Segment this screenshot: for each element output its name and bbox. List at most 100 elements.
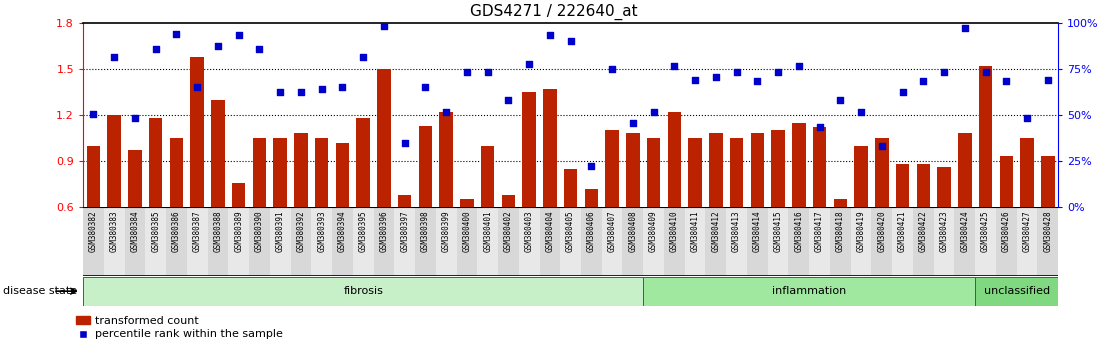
- Text: GSM380405: GSM380405: [566, 211, 575, 252]
- Point: [935, 69, 953, 75]
- Bar: [726, 207, 747, 276]
- Bar: [129, 150, 142, 207]
- Bar: [416, 207, 435, 276]
- Bar: [851, 207, 871, 276]
- Bar: [747, 207, 768, 276]
- Bar: [975, 207, 996, 276]
- Text: GSM380401: GSM380401: [483, 211, 492, 252]
- Bar: [602, 207, 623, 276]
- Bar: [913, 207, 934, 276]
- Text: GSM380402: GSM380402: [504, 211, 513, 252]
- Point: [997, 79, 1015, 84]
- Bar: [830, 207, 851, 276]
- Bar: [975, 277, 1058, 306]
- Point: [976, 69, 994, 75]
- Bar: [954, 207, 975, 276]
- Bar: [419, 126, 432, 207]
- Text: GSM380422: GSM380422: [919, 211, 927, 252]
- Bar: [440, 112, 453, 207]
- Bar: [497, 207, 519, 276]
- Bar: [522, 92, 536, 207]
- Bar: [768, 207, 789, 276]
- Bar: [212, 100, 225, 207]
- Point: [894, 89, 912, 95]
- Bar: [854, 146, 868, 207]
- Bar: [124, 207, 145, 276]
- Bar: [833, 199, 847, 207]
- Text: inflammation: inflammation: [772, 286, 847, 296]
- Text: GSM380425: GSM380425: [981, 211, 991, 252]
- Text: GSM380391: GSM380391: [276, 211, 285, 252]
- Point: [686, 77, 704, 82]
- Bar: [357, 118, 370, 207]
- Bar: [519, 207, 540, 276]
- Point: [126, 115, 144, 121]
- Point: [769, 69, 787, 75]
- Bar: [647, 138, 660, 207]
- Bar: [148, 118, 163, 207]
- Bar: [83, 277, 644, 306]
- Text: GSM380421: GSM380421: [899, 211, 907, 252]
- Bar: [937, 167, 951, 207]
- Text: fibrosis: fibrosis: [343, 286, 383, 296]
- Text: GSM380394: GSM380394: [338, 211, 347, 252]
- Bar: [875, 138, 889, 207]
- Text: GSM380403: GSM380403: [524, 211, 534, 252]
- Bar: [792, 123, 806, 207]
- Legend: transformed count, percentile rank within the sample: transformed count, percentile rank withi…: [72, 312, 288, 344]
- Text: GSM380428: GSM380428: [1044, 211, 1053, 252]
- Point: [541, 33, 558, 38]
- Point: [458, 69, 475, 75]
- Bar: [1037, 207, 1058, 276]
- Point: [84, 111, 102, 116]
- Text: GSM380407: GSM380407: [607, 211, 617, 252]
- Point: [500, 97, 517, 103]
- Point: [438, 109, 455, 115]
- Point: [375, 23, 392, 29]
- Bar: [270, 207, 290, 276]
- Point: [624, 120, 642, 126]
- Point: [666, 63, 684, 69]
- Bar: [771, 130, 784, 207]
- Bar: [336, 143, 349, 207]
- Bar: [706, 207, 726, 276]
- Bar: [166, 207, 187, 276]
- Text: GSM380416: GSM380416: [794, 211, 803, 252]
- Text: GSM380393: GSM380393: [317, 211, 326, 252]
- Bar: [295, 133, 308, 207]
- Bar: [377, 69, 391, 207]
- Text: GSM380406: GSM380406: [587, 211, 596, 252]
- Point: [873, 143, 891, 149]
- Bar: [352, 207, 373, 276]
- Bar: [290, 207, 311, 276]
- Text: GSM380417: GSM380417: [815, 211, 824, 252]
- Bar: [709, 133, 722, 207]
- Text: GSM380389: GSM380389: [234, 211, 243, 252]
- Point: [250, 46, 268, 52]
- Text: GSM380385: GSM380385: [151, 211, 161, 252]
- Bar: [730, 138, 743, 207]
- Point: [479, 69, 496, 75]
- Bar: [191, 57, 204, 207]
- Bar: [170, 138, 183, 207]
- Bar: [813, 127, 827, 207]
- Bar: [934, 207, 954, 276]
- Point: [147, 46, 165, 52]
- Text: GSM380384: GSM380384: [131, 211, 140, 252]
- Point: [334, 85, 351, 90]
- Text: GSM380418: GSM380418: [835, 211, 844, 252]
- Point: [728, 69, 746, 75]
- Point: [852, 109, 870, 115]
- Bar: [561, 207, 581, 276]
- Bar: [481, 146, 494, 207]
- Bar: [1017, 207, 1037, 276]
- Text: GSM380410: GSM380410: [670, 211, 679, 252]
- Text: GSM380399: GSM380399: [442, 211, 451, 252]
- Text: GSM380400: GSM380400: [462, 211, 471, 252]
- Bar: [668, 112, 681, 207]
- Bar: [249, 207, 270, 276]
- Point: [562, 39, 579, 44]
- Point: [188, 85, 206, 90]
- Bar: [750, 133, 765, 207]
- Point: [209, 43, 227, 49]
